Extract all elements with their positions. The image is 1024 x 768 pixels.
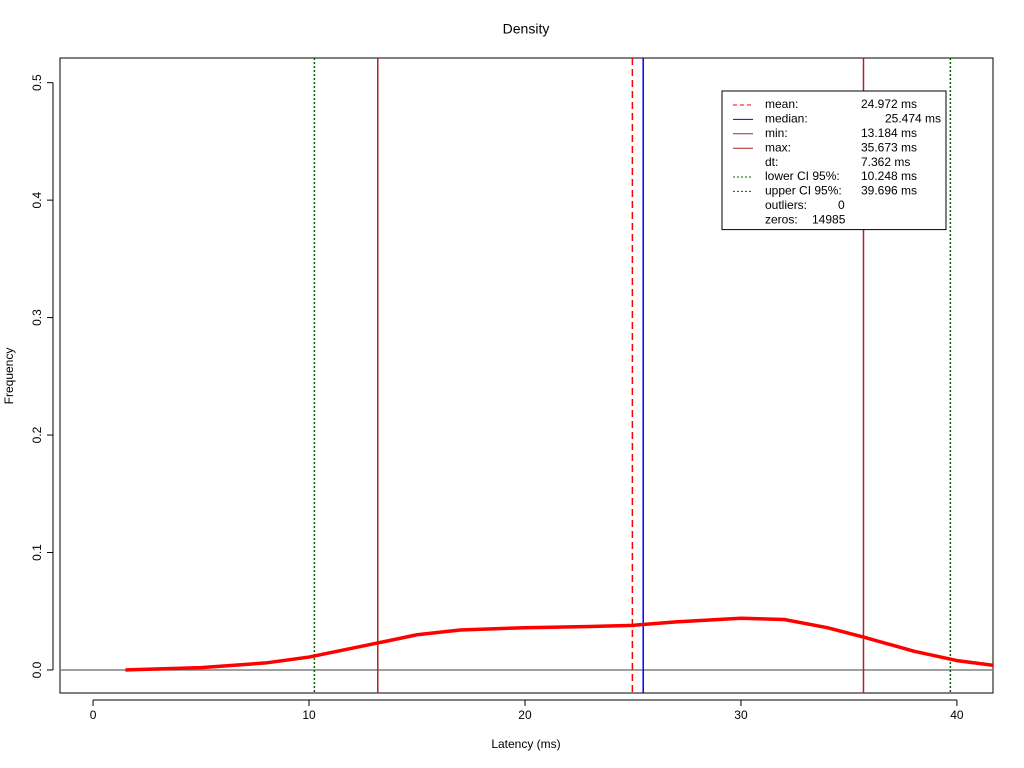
x-tick-label: 40 <box>950 708 964 722</box>
axes: 0 10 20 30 40 0.0 0.1 0.2 0.3 0.4 0.5 <box>30 74 964 722</box>
legend-label: min: <box>765 126 788 140</box>
x-tick-label: 20 <box>518 708 532 722</box>
legend-value: 10.248 ms <box>861 169 917 183</box>
y-tick-label: 0.4 <box>30 191 44 208</box>
legend-value: 13.184 ms <box>861 126 917 140</box>
plot-frame <box>59 57 994 694</box>
y-tick-label: 0.0 <box>30 661 44 678</box>
legend: mean: 24.972 ms median: 25.474 ms min: 13.184… <box>721 90 947 231</box>
chart-title: Density <box>503 21 550 37</box>
y-axis-label: Frequency <box>2 348 16 405</box>
legend-label: zeros: <box>765 212 798 226</box>
legend-value: 7.362 ms <box>861 155 910 169</box>
y-tick-label: 0.2 <box>30 426 44 443</box>
legend-label: mean: <box>765 97 798 111</box>
x-tick-label: 0 <box>90 708 97 722</box>
legend-label: median: <box>765 112 808 126</box>
legend-label: dt: <box>765 155 778 169</box>
x-tick-label: 30 <box>734 708 748 722</box>
y-tick-label: 0.1 <box>30 544 44 561</box>
legend-value: 0 <box>838 198 845 212</box>
legend-label: lower CI 95%: <box>765 169 840 183</box>
legend-label: outliers: <box>765 198 807 212</box>
x-tick-label: 10 <box>302 708 316 722</box>
legend-label: max: <box>765 140 791 154</box>
legend-value: 35.673 ms <box>861 140 917 154</box>
legend-value: 24.972 ms <box>861 97 917 111</box>
x-axis-label: Latency (ms) <box>491 737 560 751</box>
legend-label: upper CI 95%: <box>765 184 842 198</box>
y-tick-label: 0.3 <box>30 309 44 326</box>
legend-box <box>721 90 947 231</box>
legend-value: 25.474 ms <box>885 112 941 126</box>
y-tick-label: 0.5 <box>30 74 44 91</box>
legend-value: 14985 <box>812 212 846 226</box>
legend-value: 39.696 ms <box>861 184 917 198</box>
density-curve <box>125 616 993 672</box>
